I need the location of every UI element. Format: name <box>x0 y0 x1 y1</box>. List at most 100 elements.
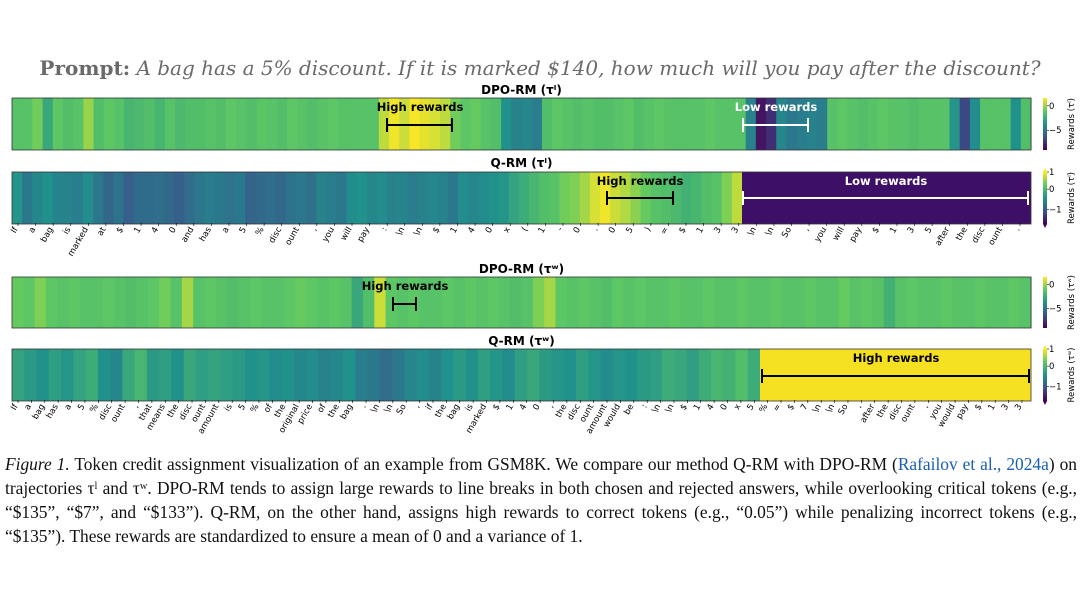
token-label: 1 <box>695 226 706 236</box>
heatmap-cell <box>367 349 381 401</box>
heatmap-cell <box>770 277 783 328</box>
colorbar-label: Rewards (τˡ) <box>1067 98 1077 150</box>
heatmap-cell <box>441 349 455 401</box>
heatmap-cell <box>83 98 95 150</box>
token-label: 0 <box>531 403 542 413</box>
colorbar-label: Rewards (τʷ) <box>1067 275 1077 330</box>
heatmap-cell <box>559 172 571 224</box>
heatmap-cell <box>623 277 636 328</box>
heatmap-cell <box>287 98 298 150</box>
heatmap-cell <box>529 172 540 224</box>
token-label: $ <box>786 403 797 413</box>
caption-citation[interactable]: Rafailov et al., 2024a <box>897 454 1049 474</box>
token-label: \n <box>764 226 777 238</box>
heatmap-cell <box>1008 277 1021 328</box>
colorbar <box>1043 172 1047 224</box>
heatmap-cell <box>781 277 794 328</box>
heatmap-cell <box>122 349 136 401</box>
heatmap-cell <box>664 98 675 150</box>
panel-title: DPO-RM (τˡ) <box>481 83 562 97</box>
token-label: bag <box>31 403 48 422</box>
token-label: . <box>591 226 601 233</box>
token-label: 0 <box>167 226 178 236</box>
heatmap-cell <box>511 98 523 150</box>
heatmap-cell <box>326 172 338 224</box>
heatmap-cell <box>623 98 635 150</box>
heatmap-cell <box>97 349 111 401</box>
heatmap-cell <box>731 172 743 224</box>
heatmap-cell <box>392 349 405 401</box>
heatmap-cell <box>93 98 105 150</box>
heatmap-cell <box>1020 98 1032 150</box>
heatmap-cell <box>225 98 237 150</box>
heatmap-cell <box>272 277 285 328</box>
panel-title: DPO-RM (τʷ) <box>479 262 564 276</box>
colorbar-tick-label: 1 <box>1049 345 1054 355</box>
colorbar-tick-label: −5 <box>1049 305 1062 315</box>
colorbar <box>1043 98 1047 150</box>
token-label: is <box>223 402 235 413</box>
heatmap-cell <box>939 98 951 150</box>
heatmap-cell <box>318 349 332 401</box>
heatmap-cell <box>42 172 54 224</box>
heatmap-cell <box>827 98 838 150</box>
heatmap-cell <box>514 349 528 401</box>
token-label: , <box>131 403 141 410</box>
heatmap-cell <box>256 98 268 150</box>
heatmap-cell <box>551 349 565 401</box>
heatmap-cell <box>430 277 443 328</box>
token-label: disc <box>970 225 987 245</box>
heatmap-cell <box>510 277 523 328</box>
heatmap-cell <box>154 98 166 150</box>
heatmap-cell <box>294 349 307 401</box>
heatmap-cell <box>93 172 104 224</box>
heatmap-cell <box>837 98 849 150</box>
token-label: 5 <box>624 226 635 236</box>
heatmap-cell <box>532 277 545 328</box>
heatmap-cell <box>351 277 364 328</box>
heatmap-cell <box>113 277 126 328</box>
token-label: $ <box>679 403 690 413</box>
heatmap-cell <box>480 98 492 150</box>
prompt-label: Prompt: <box>39 56 131 80</box>
heatmap-cell <box>747 277 760 328</box>
token-label: % <box>758 403 771 415</box>
heatmap-cell <box>36 349 50 401</box>
heatmap-cell <box>407 172 419 224</box>
panel-title: Q-RM (τʷ) <box>488 334 554 348</box>
heatmap-cell <box>387 172 398 224</box>
heatmap-cell <box>48 349 62 401</box>
heatmap-cell <box>174 172 185 224</box>
heatmap-cell <box>52 172 64 224</box>
heatmap-cell <box>612 349 626 401</box>
token-label: pay <box>848 226 864 245</box>
heatmap-cell <box>817 98 828 150</box>
token-label: if <box>424 402 436 413</box>
heatmap-cell <box>82 172 94 224</box>
heatmap-cell <box>295 172 307 224</box>
heatmap-cell <box>470 98 482 150</box>
heatmap-cell <box>437 172 449 224</box>
token-label: = <box>659 226 671 237</box>
token-label: , <box>921 403 931 410</box>
heatmap-cell <box>204 172 216 224</box>
heatmap-cell <box>103 98 115 150</box>
heatmap-cell <box>895 277 908 328</box>
token-label: bag <box>339 403 356 422</box>
heatmap-cell <box>255 172 267 224</box>
heatmap-cell <box>79 277 92 328</box>
heatmap-cell <box>348 98 360 150</box>
heatmap-cell <box>867 98 879 150</box>
token-label: 7 <box>799 403 810 413</box>
heatmap-cell <box>238 277 251 328</box>
heatmap-cell <box>671 172 682 224</box>
heatmap-cell <box>549 172 561 224</box>
heatmap-cell <box>416 349 430 401</box>
colorbar-tick-label: −5 <box>1049 126 1062 136</box>
panel-title: Q-RM (τˡ) <box>490 156 552 170</box>
token-label: a <box>27 226 38 236</box>
heatmap-cell <box>929 98 940 150</box>
token-label: So <box>395 403 409 417</box>
token-label: ount <box>284 225 303 247</box>
caption-part1: Token credit assignment visualization of… <box>69 454 898 474</box>
